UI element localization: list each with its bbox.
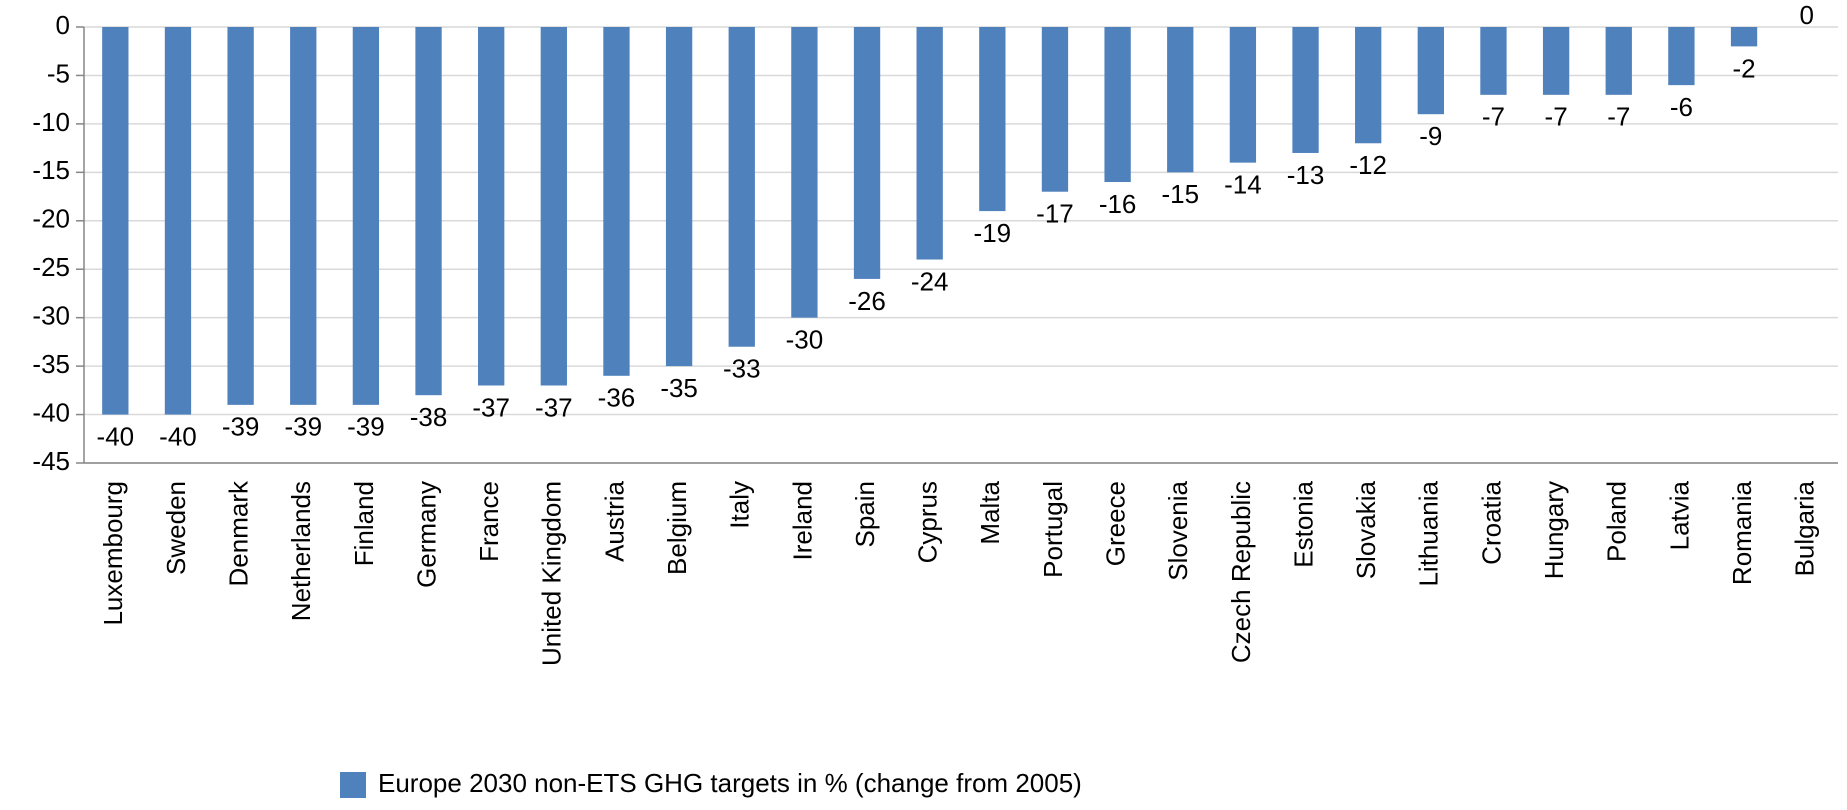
x-tick-label: Belgium [662, 481, 692, 575]
data-label: -14 [1224, 170, 1262, 200]
x-tick-label: Malta [975, 480, 1005, 544]
x-tick-label: Finland [349, 481, 379, 566]
data-label: -17 [1036, 199, 1074, 229]
y-tick-label: -20 [32, 204, 70, 234]
x-tick-label: Austria [599, 480, 629, 561]
bar [1730, 27, 1758, 47]
data-label: -15 [1161, 179, 1199, 209]
data-label: -40 [97, 421, 135, 451]
y-tick-label: -15 [32, 155, 70, 185]
bar [1668, 27, 1695, 86]
bar [540, 27, 567, 386]
data-label: 0 [1799, 0, 1813, 30]
bar [227, 27, 254, 405]
y-tick-label: -10 [32, 107, 70, 137]
y-tick-label: -45 [32, 446, 70, 476]
data-label: -36 [598, 383, 636, 413]
data-label: -30 [786, 325, 824, 355]
bar [665, 27, 693, 367]
x-tick-label: Ireland [787, 481, 817, 561]
x-tick-label: Slovakia [1351, 480, 1381, 579]
y-tick-label: -5 [47, 58, 70, 88]
data-label: -12 [1349, 150, 1387, 180]
bar [1355, 27, 1382, 144]
data-label: -35 [660, 373, 698, 403]
bar [1292, 27, 1319, 153]
data-label: -40 [159, 421, 197, 451]
x-tick-label: United Kingdom [537, 481, 567, 666]
bar [1542, 27, 1570, 95]
data-label: -6 [1670, 92, 1693, 122]
x-tick-label: Estonia [1288, 480, 1318, 567]
bar [1417, 27, 1444, 115]
data-label: -33 [723, 354, 761, 384]
x-tick-label: Czech Republic [1226, 481, 1256, 663]
x-tick-label: Croatia [1476, 480, 1506, 564]
bar [352, 27, 380, 405]
data-label: -38 [410, 402, 448, 432]
bar [478, 27, 505, 386]
x-tick-label: Italy [725, 481, 755, 529]
bar [164, 27, 192, 415]
bar [916, 27, 943, 260]
data-label: -16 [1099, 189, 1137, 219]
bar [979, 27, 1006, 212]
legend-label: Europe 2030 non-ETS GHG targets in % (ch… [378, 768, 1082, 798]
x-tick-label: Bulgaria [1790, 480, 1820, 576]
x-tick-label: Poland [1602, 481, 1632, 562]
bar [1104, 27, 1131, 183]
bar [1167, 27, 1194, 173]
data-label: -39 [222, 412, 260, 442]
x-tick-label: Hungary [1539, 481, 1569, 579]
y-tick-label: -40 [32, 397, 70, 427]
data-label: -39 [347, 412, 385, 442]
x-tick-label: France [474, 481, 504, 562]
y-tick-label: -30 [32, 301, 70, 331]
x-tick-label: Slovenia [1163, 480, 1193, 580]
data-label: -7 [1545, 102, 1568, 132]
x-tick-label: Spain [850, 481, 880, 548]
bar [102, 27, 129, 415]
x-tick-label: Lithuania [1414, 480, 1444, 586]
y-tick-label: -25 [32, 252, 70, 282]
data-label: -7 [1482, 102, 1505, 132]
y-tick-label: 0 [56, 10, 70, 40]
data-label: -7 [1607, 102, 1630, 132]
data-label: -24 [911, 266, 949, 296]
bar [603, 27, 630, 376]
data-label: -13 [1287, 160, 1325, 190]
bar [1229, 27, 1257, 163]
data-label: -9 [1419, 121, 1442, 151]
legend-swatch [340, 772, 366, 798]
x-tick-label: Cyprus [913, 481, 943, 563]
bar [853, 27, 881, 279]
y-tick-label: -35 [32, 349, 70, 379]
data-label: -19 [974, 218, 1012, 248]
data-label: -37 [472, 392, 510, 422]
data-label: -26 [848, 286, 886, 316]
data-label: -39 [284, 412, 322, 442]
bar [415, 27, 442, 396]
x-tick-label: Luxembourg [98, 481, 128, 626]
x-tick-label: Portugal [1038, 481, 1068, 578]
data-label: -37 [535, 392, 573, 422]
x-tick-label: Romania [1727, 480, 1757, 585]
bar [791, 27, 818, 318]
data-label: -2 [1732, 53, 1755, 83]
bar [728, 27, 755, 347]
bar [1605, 27, 1632, 95]
x-tick-label: Latvia [1664, 480, 1694, 550]
x-tick-label: Germany [411, 481, 441, 588]
x-tick-label: Sweden [161, 481, 191, 575]
bar [1480, 27, 1507, 95]
x-tick-label: Netherlands [286, 481, 316, 621]
bar [290, 27, 317, 405]
bar [1041, 27, 1069, 192]
x-tick-label: Denmark [223, 480, 253, 586]
x-tick-label: Greece [1100, 481, 1130, 566]
